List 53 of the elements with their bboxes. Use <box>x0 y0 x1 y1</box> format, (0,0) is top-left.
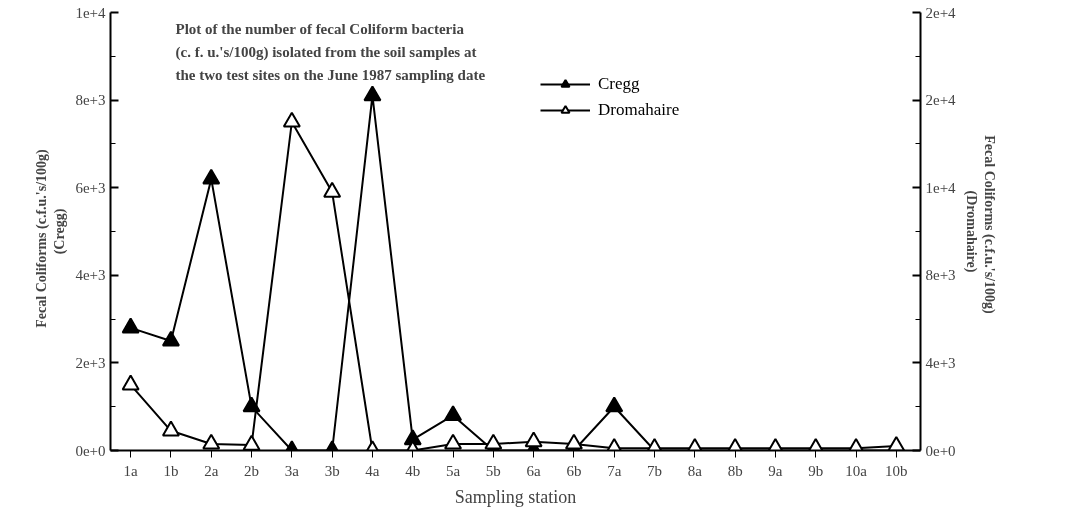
x-tick-label: 3a <box>284 462 300 479</box>
y2-tick-label: 4e+3 <box>925 354 956 371</box>
y2-axis-title: Fecal Coliforms (c.f.u.'s/100g) (Dromahaire) <box>962 135 997 315</box>
x-tick-label: 1a <box>123 462 139 479</box>
point <box>323 181 342 198</box>
x-tick-label: 8b <box>727 462 743 479</box>
point <box>121 374 140 391</box>
y2-tick-label: 1e+4 <box>925 179 957 196</box>
y-tick-label: 2e+3 <box>75 354 106 371</box>
point <box>363 85 382 102</box>
x-tick-label: 2a <box>204 462 219 479</box>
x-tick-label: 1b <box>163 462 179 479</box>
x-tick-label: 5a <box>445 462 461 479</box>
point <box>605 396 624 413</box>
y-tick-label: 0e+0 <box>75 442 106 459</box>
point <box>161 420 180 437</box>
y-axis-title: Fecal Coliforms (c.f.u.'s/100g) (Cregg) <box>34 148 69 328</box>
text: Plot of the number of fecal Coliform bacteria (c. f. u.'s/100g) isolated from the soil samples at the two test sites on the June 1987 sampling date <box>175 20 486 83</box>
legend-label: Dromahaire <box>598 100 680 120</box>
y2-tick-label: 0e+0 <box>925 442 956 459</box>
point <box>524 431 543 448</box>
point <box>242 434 261 451</box>
point <box>444 433 463 450</box>
y-tick-label: 1e+4 <box>75 4 106 21</box>
point <box>121 317 140 334</box>
x-tick-label: 2b <box>244 462 260 479</box>
x-tick-label: 10b <box>885 462 908 479</box>
x-tick-label: 3b <box>324 462 340 479</box>
x-tick-label: 6a <box>526 462 542 479</box>
x-tick-label: 9a <box>768 462 783 479</box>
x-tick-label: 8a <box>687 462 703 479</box>
x-tick-label: 9b <box>808 462 824 479</box>
y-tick-label: 6e+3 <box>75 179 106 196</box>
x-tick-label: 4a <box>365 462 380 479</box>
point <box>202 433 221 450</box>
x-tick-label: 7a <box>607 462 622 479</box>
x-tick-label: 10a <box>845 462 868 479</box>
point <box>202 168 221 185</box>
point <box>887 435 906 451</box>
x-axis-title: Sampling station <box>454 486 577 507</box>
x-tick-label: 4b <box>405 462 421 479</box>
y2-tick-label: 2e+4 <box>925 4 957 21</box>
y2-tick-label: 8e+3 <box>925 267 956 284</box>
x-tick-label: 7b <box>647 462 663 479</box>
y-tick-label: 8e+3 <box>75 92 106 109</box>
legend-label: Cregg <box>598 74 640 94</box>
x-tick-label: 5b <box>485 462 501 479</box>
point <box>444 405 463 422</box>
y2-tick-label: 2e+4 <box>925 92 957 109</box>
x-tick-label: 6b <box>566 462 582 479</box>
y-tick-label: 4e+3 <box>75 267 106 284</box>
point <box>282 111 301 128</box>
point <box>161 330 180 347</box>
